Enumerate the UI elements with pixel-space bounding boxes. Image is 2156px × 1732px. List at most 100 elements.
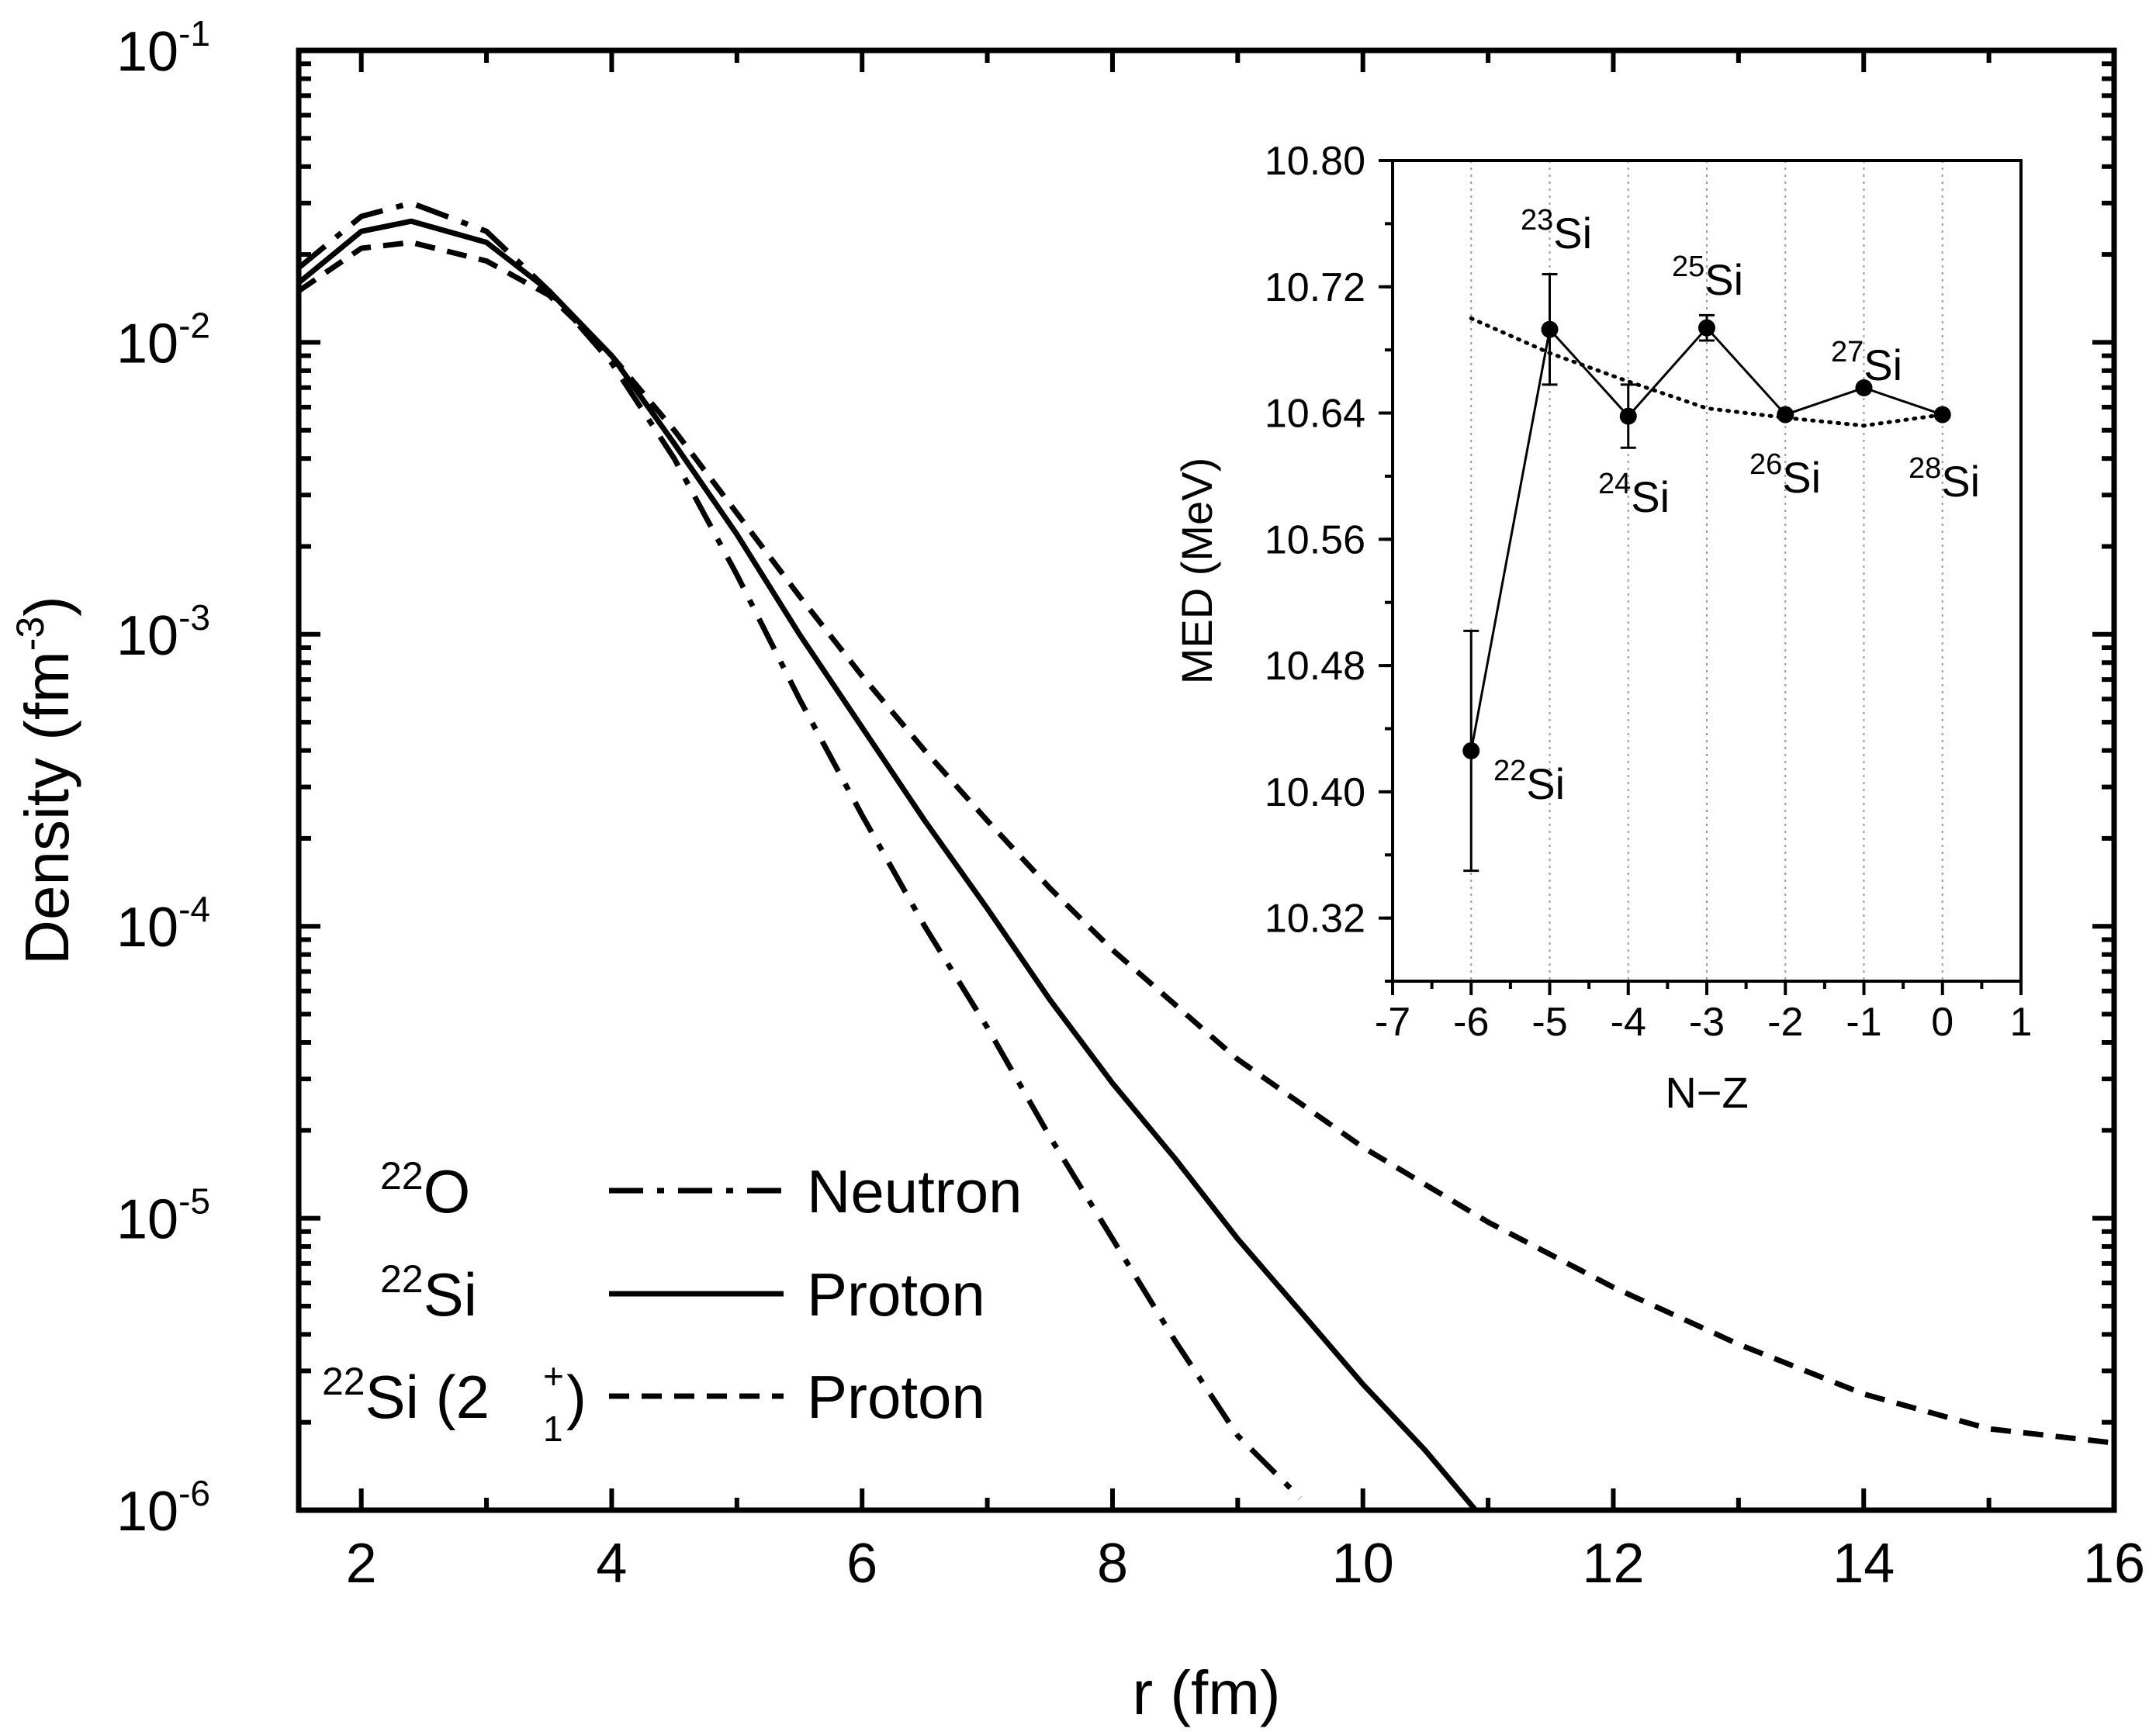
inset-data-point (1698, 319, 1715, 337)
main-legend-nucleus-1: 22Si (380, 1257, 477, 1329)
inset-x-tick-label: 0 (1931, 1000, 1954, 1045)
main-y-tick-base: 10 (116, 605, 178, 667)
main-y-tick-base: 10 (116, 21, 178, 83)
main-x-tick-label: 4 (596, 1533, 627, 1595)
main-legend-label-0: Neutron (807, 1157, 1023, 1226)
main-y-tick-label: 10-4 (116, 889, 210, 959)
inset-annotation-symbol: Si (1704, 255, 1743, 304)
main-plot-frame (296, 47, 2117, 1513)
inset-annotation-25Si: 25Si (1672, 251, 1743, 304)
main-x-tick-label: 6 (846, 1533, 877, 1595)
main-legend-state-sup: + (543, 1356, 564, 1396)
inset-annotation-symbol: Si (1553, 209, 1592, 258)
inset-annotation-26Si: 26Si (1749, 448, 1821, 502)
main-x-tick-label: 10 (1332, 1533, 1394, 1595)
inset-x-tick-label: -2 (1767, 1000, 1803, 1045)
inset-annotation-mass: 22 (1493, 755, 1526, 787)
main-density-plot: 2 4 6 8 10 12 14 16 10-110-210-310-410-510-6 r … (9, 13, 2145, 1727)
main-y-tick-label: 10-5 (116, 1181, 210, 1251)
main-y-tick-exp: -1 (178, 13, 210, 54)
inset-y-tick-label: 10.80 (1265, 139, 1365, 184)
inset-x-tick-label: -1 (1846, 1000, 1881, 1045)
main-legend-state-close: ) (566, 1363, 587, 1431)
inset-annotation-23Si: 23Si (1521, 204, 1592, 258)
main-x-tick-label: 8 (1097, 1533, 1128, 1595)
inset-y-tick-label: 10.32 (1265, 897, 1365, 942)
inset-y-tick-label: 10.56 (1265, 517, 1365, 562)
inset-data-point (1462, 742, 1480, 759)
main-legend-label-1: Proton (807, 1260, 985, 1329)
inset-y-tick-label: 10.64 (1265, 392, 1365, 437)
main-legend-nucleus-2: 22Si (2 +1) (322, 1356, 587, 1449)
main-y-tick-label: 10-2 (116, 305, 210, 375)
inset-annotation-symbol: Si (1941, 457, 1980, 506)
inset-tick-labels: -7 -6 -5 -4 -3 -2 -1 0 1 10.32 10.40 10.48 10.56 10.6… (1265, 139, 2033, 1045)
inset-x-tick-label: 1 (2010, 1000, 2033, 1045)
inset-x-tick-label: -6 (1453, 1000, 1489, 1045)
main-legend-state-sub: 1 (543, 1409, 563, 1449)
inset-y-tick-label: 10.40 (1265, 770, 1365, 815)
inset-annotation-mass: 25 (1672, 251, 1704, 283)
main-series-group (296, 200, 2115, 1512)
inset-data-point (1541, 320, 1559, 338)
main-series-line-1 (296, 218, 1478, 1512)
inset-annotation-symbol: Si (1782, 453, 1821, 502)
main-x-tick-label: 12 (1582, 1533, 1644, 1595)
inset-series-group (1462, 272, 1951, 873)
main-x-axis-label: r (fm) (1132, 1658, 1280, 1727)
inset-plot-background (1393, 161, 2021, 981)
inset-data-point (1933, 406, 1951, 423)
main-x-tick-labels: 2 4 6 8 10 12 14 16 (346, 1533, 2145, 1595)
inset-x-axis-label: N−Z (1665, 1068, 1748, 1117)
inset-annotation-symbol: Si (1526, 759, 1565, 808)
main-y-axis-unit-exp: -3 (9, 617, 52, 651)
main-x-tick-label: 14 (1832, 1533, 1895, 1595)
main-legend-label-2: Proton (807, 1363, 985, 1431)
main-y-tick-base: 10 (116, 1481, 178, 1543)
main-y-axis-label-text: Density (12, 758, 81, 965)
main-legend-symbol: Si (424, 1260, 477, 1329)
main-y-tick-exp: -2 (178, 305, 210, 345)
main-y-tick-exp: -3 (178, 597, 210, 638)
main-y-tick-exp: -4 (178, 889, 210, 929)
main-y-tick-label: 10-1 (116, 13, 210, 83)
inset-annotation-mass: 26 (1749, 448, 1782, 481)
inset-annotation-mass: 23 (1521, 204, 1553, 237)
main-y-tick-exp: -5 (178, 1181, 210, 1222)
inset-annotation-27Si: 27Si (1831, 336, 1902, 389)
main-legend-symbol: Si (2 (365, 1363, 490, 1431)
inset-x-tick-label: -4 (1611, 1000, 1646, 1045)
inset-annotation-symbol: Si (1864, 341, 1902, 389)
main-series-line-0 (296, 200, 1303, 1500)
main-legend-mass: 22 (380, 1154, 424, 1198)
inset-ticks-group (1379, 159, 2023, 995)
inset-annotation-symbol: Si (1631, 472, 1670, 521)
inset-annotation-22Si: 22Si (1493, 755, 1565, 808)
inset-annotation-mass: 28 (1909, 452, 1941, 485)
main-y-tick-label: 10-3 (116, 597, 210, 667)
inset-y-tick-label: 10.72 (1265, 265, 1365, 310)
main-y-tick-base: 10 (116, 897, 178, 959)
main-legend-symbol: O (424, 1157, 471, 1226)
main-ticks-group (299, 48, 2116, 1512)
inset-x-tick-label: -5 (1531, 1000, 1567, 1045)
inset-med-plot: -7 -6 -5 -4 -3 -2 -1 0 1 10.32 10.40 10.48 10.56 10.6… (1172, 139, 2032, 1117)
main-y-axis-label: Density (fm-3) (9, 596, 81, 965)
inset-annotation-mass: 27 (1831, 336, 1864, 368)
inset-data-point (1777, 406, 1794, 423)
main-legend-mass: 22 (380, 1257, 424, 1301)
main-x-tick-label: 2 (346, 1533, 377, 1595)
inset-y-tick-label: 10.48 (1265, 644, 1365, 689)
inset-data-point (1855, 379, 1873, 396)
main-legend-nucleus-0: 22O (380, 1154, 470, 1226)
main-series-line-2 (297, 240, 2115, 1446)
inset-y-axis-label: MED (MeV) (1172, 458, 1221, 684)
main-y-tick-exp: -6 (178, 1473, 210, 1513)
inset-x-tick-label: -7 (1375, 1000, 1410, 1045)
main-y-tick-base: 10 (116, 1189, 178, 1251)
inset-annotation-28Si: 28Si (1909, 452, 1980, 506)
inset-x-tick-label: -3 (1689, 1000, 1725, 1045)
